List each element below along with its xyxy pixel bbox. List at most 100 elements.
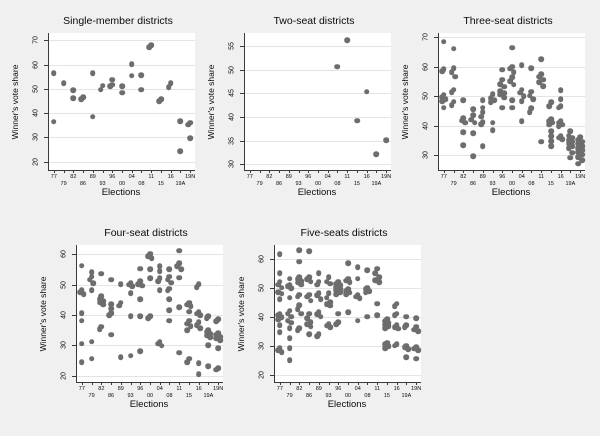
x-tick-label: 89 xyxy=(89,174,96,180)
data-point xyxy=(343,287,349,294)
y-tick-label: 40 xyxy=(422,121,430,130)
x-tick-mark xyxy=(130,382,132,385)
data-point xyxy=(333,291,340,298)
data-point xyxy=(575,154,582,160)
data-point xyxy=(184,301,190,308)
x-tick-mark xyxy=(318,382,320,385)
data-point xyxy=(579,138,585,145)
data-point xyxy=(164,276,171,283)
data-point xyxy=(90,114,96,120)
data-point xyxy=(186,356,192,362)
x-tick-label: 04 xyxy=(128,174,135,180)
y-tick-mark xyxy=(240,46,244,48)
data-point xyxy=(559,136,566,143)
x-axis-title: Elections xyxy=(101,187,141,198)
x-tick-label: 00 xyxy=(344,393,352,399)
data-point xyxy=(383,137,389,144)
data-point xyxy=(337,282,343,289)
data-point xyxy=(286,325,293,331)
plot-area: 20 30 40 50 60 77 79 82 86 89 93 96 00 04 08 11 15 16 19A 1… xyxy=(61,245,223,399)
data-point xyxy=(356,295,363,302)
data-point xyxy=(304,276,311,282)
data-point xyxy=(366,288,373,294)
x-tick-label: 79 xyxy=(88,393,95,399)
data-point xyxy=(569,138,575,145)
data-point xyxy=(51,118,57,125)
data-point xyxy=(374,265,380,272)
x-tick-label: 08 xyxy=(528,181,535,187)
x-tick-label: 86 xyxy=(80,181,87,187)
data-point xyxy=(449,102,455,108)
data-point xyxy=(470,130,476,137)
data-point xyxy=(314,311,320,317)
x-tick-label: 04 xyxy=(156,386,163,392)
data-point xyxy=(294,276,301,282)
x-tick-mark xyxy=(259,170,261,173)
x-tick-label: 82 xyxy=(460,174,467,180)
x-tick-mark xyxy=(180,170,182,173)
y-tick-mark xyxy=(270,345,274,347)
data-point xyxy=(411,345,418,352)
y-tick-mark xyxy=(240,164,244,166)
data-point xyxy=(548,99,554,105)
x-tick-mark xyxy=(356,170,358,173)
data-point xyxy=(364,313,371,320)
y-tick-mark xyxy=(240,117,244,119)
data-point xyxy=(323,322,330,329)
x-tick-label: 16 xyxy=(557,174,564,180)
y-tick-mark xyxy=(44,40,48,42)
data-point xyxy=(497,91,504,98)
data-point xyxy=(187,303,194,310)
x-tick-mark xyxy=(120,382,122,385)
data-point xyxy=(385,320,392,326)
data-point xyxy=(575,140,582,147)
data-point xyxy=(174,263,181,269)
x-tick-label: 04 xyxy=(354,386,361,392)
y-gridline xyxy=(245,117,391,119)
data-point xyxy=(546,118,552,124)
data-point xyxy=(575,136,582,143)
y-tick-mark xyxy=(434,96,438,98)
data-point xyxy=(203,332,210,339)
data-point xyxy=(288,285,295,291)
data-point xyxy=(308,323,314,330)
data-point xyxy=(411,326,418,333)
x-tick-label: 08 xyxy=(138,181,145,187)
y-gridline xyxy=(49,88,195,90)
data-point xyxy=(499,76,506,83)
y-gridline xyxy=(49,113,195,115)
data-point xyxy=(480,97,486,104)
data-point xyxy=(470,153,476,160)
y-tick-label: 30 xyxy=(422,151,430,160)
data-point xyxy=(99,82,106,89)
data-point xyxy=(480,104,486,111)
x-tick-mark xyxy=(150,382,151,385)
x-tick-mark xyxy=(376,170,378,173)
data-point xyxy=(77,289,83,296)
x-tick-mark xyxy=(111,382,113,385)
x-tick-label: 16 xyxy=(393,386,400,392)
data-point xyxy=(118,281,124,288)
data-point xyxy=(337,285,343,292)
data-point xyxy=(184,359,190,365)
data-point xyxy=(97,86,104,93)
x-tick-label: 77 xyxy=(246,174,253,180)
data-point xyxy=(345,309,351,315)
data-point xyxy=(88,339,95,345)
x-tick-label: 82 xyxy=(98,386,105,392)
data-point xyxy=(195,360,202,367)
data-point xyxy=(344,37,350,43)
x-tick-label: 15 xyxy=(353,181,360,187)
y-gridline xyxy=(439,96,585,98)
y-tick-label: 55 xyxy=(228,42,236,51)
data-point xyxy=(96,326,103,332)
data-point xyxy=(137,296,144,303)
data-point xyxy=(119,89,125,96)
data-point xyxy=(217,337,223,344)
data-point xyxy=(177,148,184,155)
data-point xyxy=(489,119,496,126)
data-point xyxy=(449,89,455,96)
y-gridline xyxy=(275,316,421,318)
data-point xyxy=(138,86,145,93)
